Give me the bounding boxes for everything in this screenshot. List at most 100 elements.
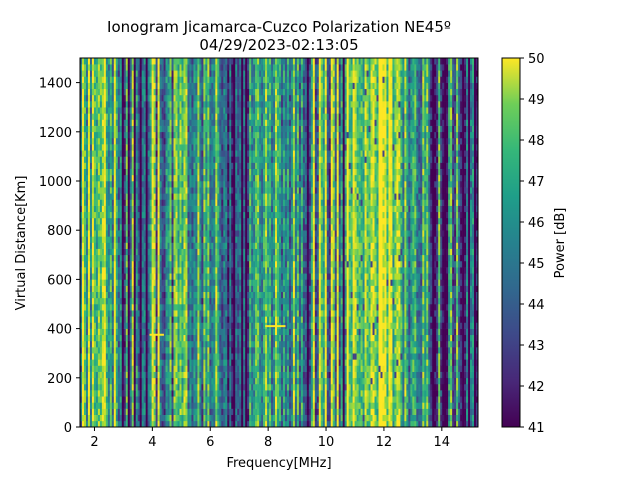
heatmap-cell bbox=[207, 162, 210, 169]
heatmap-cell bbox=[129, 377, 133, 385]
heatmap-cell bbox=[131, 101, 135, 108]
heatmap-cell bbox=[161, 291, 164, 299]
heatmap-cell bbox=[121, 340, 125, 348]
heatmap-cell bbox=[127, 174, 131, 182]
heatmap-cell bbox=[189, 230, 192, 237]
heatmap-cell bbox=[233, 199, 236, 206]
heatmap-cell bbox=[207, 285, 210, 292]
heatmap-cell bbox=[91, 371, 95, 379]
heatmap-cell bbox=[117, 353, 121, 360]
heatmap-cell bbox=[153, 168, 156, 176]
heatmap-cell bbox=[81, 353, 85, 360]
heatmap-cell bbox=[99, 242, 103, 249]
heatmap-cell bbox=[103, 199, 107, 206]
heatmap-cell bbox=[215, 390, 218, 397]
heatmap-cell bbox=[199, 107, 202, 114]
heatmap-cell bbox=[115, 285, 119, 292]
heatmap-cell bbox=[213, 150, 216, 157]
heatmap-cell bbox=[229, 230, 232, 237]
heatmap-cell bbox=[229, 168, 232, 176]
heatmap-cell bbox=[145, 224, 148, 231]
heatmap-cell bbox=[157, 150, 160, 157]
heatmap-cell bbox=[237, 242, 240, 249]
heatmap-cell bbox=[133, 396, 137, 403]
heatmap-cell bbox=[161, 187, 164, 194]
heatmap-cell bbox=[213, 322, 216, 329]
heatmap-cell bbox=[135, 304, 139, 311]
heatmap-cell bbox=[219, 162, 222, 169]
heatmap-cell bbox=[207, 402, 210, 409]
heatmap-cell bbox=[211, 267, 214, 274]
heatmap-cell bbox=[237, 291, 240, 299]
heatmap-cell bbox=[177, 377, 180, 385]
heatmap-cell bbox=[233, 242, 236, 249]
heatmap-cell bbox=[139, 316, 142, 323]
heatmap-cell bbox=[185, 101, 188, 108]
heatmap-cell bbox=[139, 377, 142, 385]
heatmap-cell bbox=[107, 420, 111, 427]
heatmap-cell bbox=[117, 119, 121, 126]
heatmap-cell bbox=[177, 390, 180, 397]
heatmap-cell bbox=[215, 254, 218, 262]
heatmap-cell bbox=[80, 291, 83, 299]
heatmap-cell bbox=[217, 113, 220, 120]
heatmap-cell bbox=[101, 224, 105, 231]
heatmap-cell bbox=[135, 291, 139, 299]
heatmap-cell bbox=[169, 236, 172, 243]
heatmap-cell bbox=[235, 131, 238, 139]
heatmap-cell bbox=[141, 64, 144, 71]
heatmap-cell bbox=[137, 340, 140, 348]
heatmap-cell bbox=[215, 224, 218, 231]
heatmap-cell bbox=[217, 125, 220, 133]
heatmap-cell bbox=[169, 113, 172, 120]
heatmap-cell bbox=[111, 101, 115, 108]
heatmap-cell bbox=[223, 297, 226, 305]
heatmap-cell bbox=[225, 211, 228, 219]
heatmap-cell bbox=[143, 371, 146, 379]
heatmap-cell bbox=[233, 322, 236, 329]
heatmap-cell bbox=[183, 58, 186, 65]
heatmap-cell bbox=[193, 328, 196, 336]
heatmap-cell bbox=[183, 260, 186, 268]
heatmap-cell bbox=[239, 402, 242, 409]
heatmap-cell bbox=[233, 390, 236, 397]
heatmap-cell bbox=[163, 119, 166, 126]
heatmap-cell bbox=[161, 304, 164, 311]
heatmap-cell bbox=[209, 390, 212, 397]
heatmap-cell bbox=[187, 267, 190, 274]
heatmap-cell bbox=[209, 76, 212, 83]
heatmap-cell bbox=[155, 230, 158, 237]
heatmap-cell bbox=[165, 181, 168, 188]
heatmap-cell bbox=[205, 64, 208, 71]
heatmap-cell bbox=[235, 199, 238, 206]
heatmap-cell bbox=[237, 402, 240, 409]
heatmap-cell bbox=[131, 193, 135, 200]
heatmap-cell bbox=[97, 119, 101, 126]
heatmap-cell bbox=[185, 224, 188, 231]
heatmap-cell bbox=[103, 131, 107, 139]
heatmap-cell bbox=[141, 174, 144, 182]
heatmap-cell bbox=[153, 304, 156, 311]
heatmap-cell bbox=[99, 383, 103, 391]
heatmap-cell bbox=[175, 340, 178, 348]
heatmap-cell bbox=[117, 217, 121, 225]
heatmap-cell bbox=[89, 58, 93, 65]
heatmap-cell bbox=[225, 150, 228, 157]
heatmap-cell bbox=[103, 279, 107, 286]
heatmap-cell bbox=[173, 224, 176, 231]
heatmap-cell bbox=[141, 328, 144, 336]
heatmap-cell bbox=[93, 390, 97, 397]
heatmap-cell bbox=[99, 359, 103, 366]
heatmap-cell bbox=[241, 353, 244, 360]
heatmap-cell bbox=[95, 205, 99, 213]
heatmap-cell bbox=[185, 328, 188, 336]
heatmap-cell bbox=[89, 353, 93, 360]
heatmap-cell bbox=[177, 304, 180, 311]
heatmap-cell bbox=[195, 211, 198, 219]
heatmap-cell bbox=[223, 137, 226, 145]
heatmap-cell bbox=[163, 248, 166, 256]
heatmap-cell bbox=[99, 353, 103, 360]
heatmap-cell bbox=[157, 82, 160, 90]
heatmap-cell bbox=[163, 285, 166, 292]
heatmap-cell bbox=[213, 285, 216, 292]
